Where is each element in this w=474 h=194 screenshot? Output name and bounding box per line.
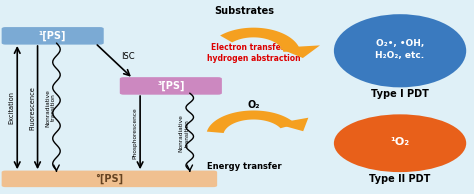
Text: ³[PS]: ³[PS]	[157, 81, 184, 91]
FancyBboxPatch shape	[1, 27, 104, 45]
FancyBboxPatch shape	[120, 77, 222, 95]
Text: Nonradiative
transition: Nonradiative transition	[179, 114, 190, 152]
Text: Phosphorescence: Phosphorescence	[132, 107, 137, 158]
Text: Type II PDT: Type II PDT	[369, 174, 431, 184]
Ellipse shape	[334, 14, 466, 87]
Text: ¹[PS]: ¹[PS]	[39, 31, 66, 41]
Polygon shape	[278, 45, 320, 58]
Text: Electron transfer or
hydrogen abstraction: Electron transfer or hydrogen abstractio…	[207, 43, 301, 63]
Ellipse shape	[334, 114, 466, 172]
Polygon shape	[275, 118, 309, 131]
Text: Fluorescence: Fluorescence	[29, 86, 36, 130]
PathPatch shape	[220, 28, 300, 52]
Text: Excitation: Excitation	[8, 91, 14, 124]
Text: ¹O₂: ¹O₂	[391, 137, 410, 147]
Text: Type I PDT: Type I PDT	[371, 89, 429, 99]
PathPatch shape	[207, 111, 296, 133]
Text: O₂: O₂	[247, 100, 260, 110]
Text: °[PS]: °[PS]	[95, 174, 123, 184]
Text: Energy transfer: Energy transfer	[207, 162, 282, 171]
Text: O₂•, •OH,
H₂O₂, etc.: O₂•, •OH, H₂O₂, etc.	[375, 39, 425, 60]
FancyBboxPatch shape	[1, 171, 217, 187]
Text: Nonradiative
transition: Nonradiative transition	[46, 89, 56, 126]
Text: ISC: ISC	[121, 52, 135, 61]
Text: Substrates: Substrates	[214, 6, 274, 16]
